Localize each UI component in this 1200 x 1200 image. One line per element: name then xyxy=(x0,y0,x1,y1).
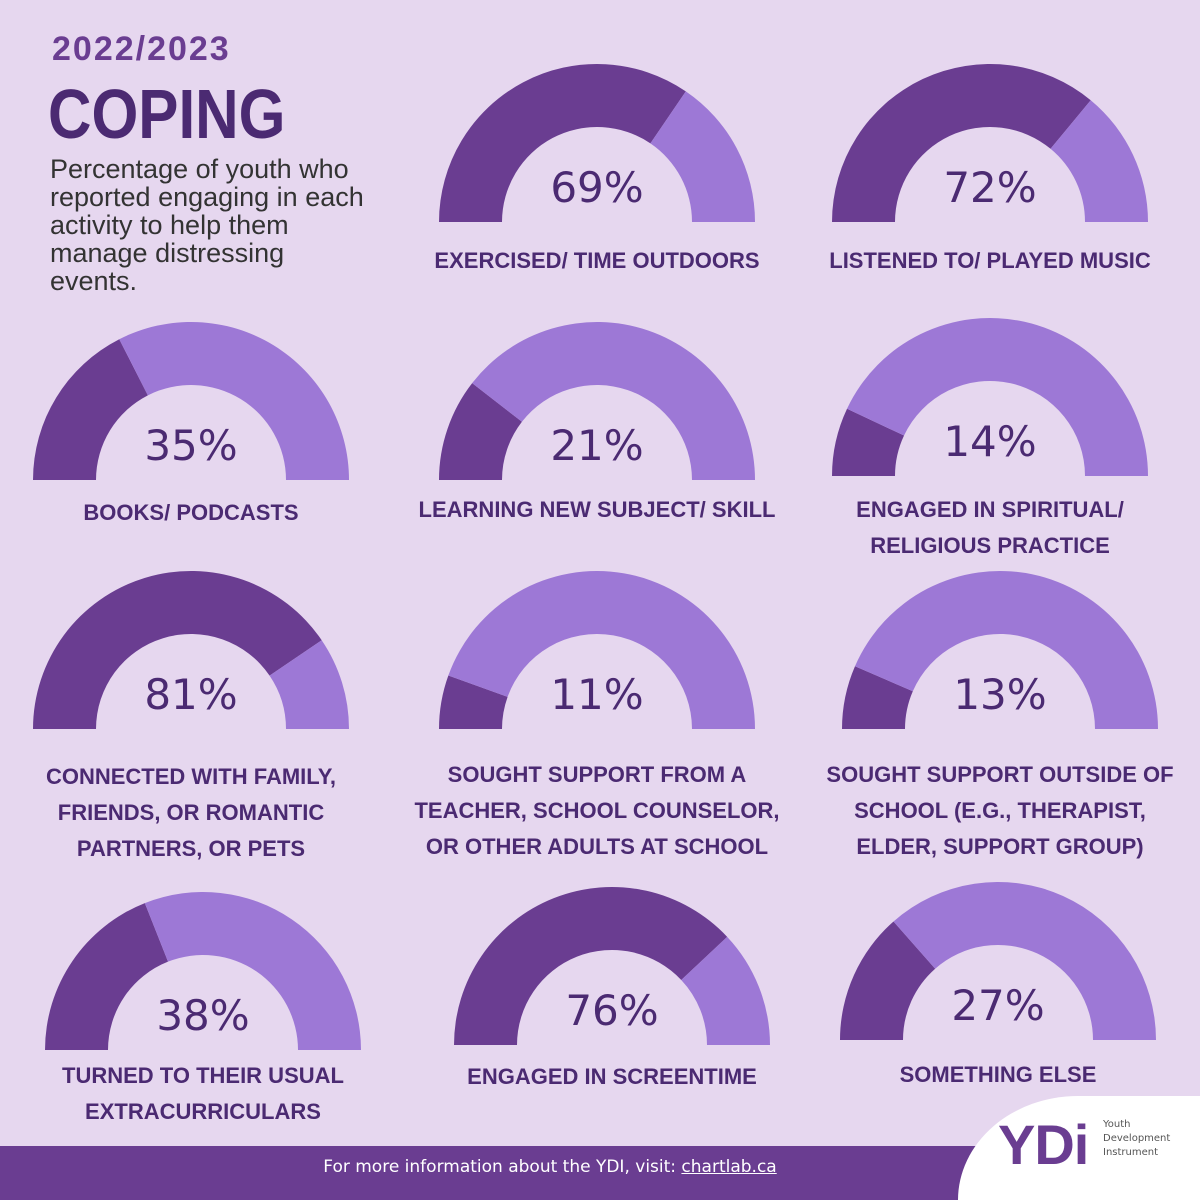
gauge-label-line: EXERCISED/ TIME OUTDOORS xyxy=(434,248,759,273)
gauge-5: 14% ENGAGED IN SPIRITUAL/RELIGIOUS PRACTI… xyxy=(832,318,1148,558)
gauge-1: 69% EXERCISED/ TIME OUTDOORS xyxy=(434,63,760,273)
gauge-percent-label: 14% xyxy=(943,417,1036,466)
gauge-7: 11% SOUGHT SUPPORT FROM A TEACHER, SCHOOL … xyxy=(414,571,780,859)
gauge-6: 81% CONNECTED WITH FAMILY, FRIENDS, OR ROM… xyxy=(33,571,349,861)
gauge-value-arc xyxy=(439,675,508,729)
gauge-remainder-arc xyxy=(893,882,1156,1040)
gauge-percent-label: 21% xyxy=(550,421,643,470)
gauge-label-line: PARTNERS, OR PETS xyxy=(77,836,305,861)
gauge-label-line: SOUGHT SUPPORT FROM A xyxy=(448,762,747,787)
gauge-remainder-arc xyxy=(472,322,755,480)
gauge-label-line: SOUGHT SUPPORT OUTSIDE OF xyxy=(826,762,1173,787)
gauge-value-arc xyxy=(439,383,522,480)
gauge-percent-label: 69% xyxy=(550,163,643,212)
gauge-category-label: LEARNING NEW SUBJECT/ SKILL xyxy=(419,497,776,522)
gauge-value-arc xyxy=(45,903,169,1050)
gauge-remainder-arc xyxy=(1050,100,1148,222)
gauge-category-label: CONNECTED WITH FAMILY, FRIENDS, OR ROMANT… xyxy=(46,764,336,861)
gauge-remainder-arc xyxy=(650,91,755,223)
gauge-category-label: SOMETHING ELSE xyxy=(900,1062,1097,1087)
gauge-11: 27% SOMETHING ELSE xyxy=(839,882,1156,1087)
page-title: COPING xyxy=(48,75,286,153)
gauge-value-arc xyxy=(33,339,148,480)
gauge-category-label: BOOKS/ PODCASTS xyxy=(83,500,298,525)
gauge-value-arc xyxy=(842,666,913,729)
logo-line-2: Development xyxy=(1103,1133,1171,1144)
gauge-label-line: FRIENDS, OR ROMANTIC xyxy=(58,800,325,825)
year-heading: 2022/2023 xyxy=(52,30,231,68)
gauge-category-label: SOUGHT SUPPORT OUTSIDE OF SCHOOL (E.G., T… xyxy=(826,762,1173,859)
gauge-value-arc xyxy=(839,921,936,1040)
footer-link[interactable]: chartlab.ca xyxy=(681,1157,777,1177)
footer-info: For more information about the YDI, visi… xyxy=(323,1157,677,1177)
gauge-percent-label: 27% xyxy=(951,981,1044,1030)
gauge-percent-label: 76% xyxy=(565,986,658,1035)
gauge-2: 72% LISTENED TO/ PLAYED MUSIC xyxy=(829,63,1151,273)
gauge-remainder-arc xyxy=(448,571,755,729)
subtitle: Percentage of youth who reported engagin… xyxy=(50,154,364,296)
gauge-label-line: LISTENED TO/ PLAYED MUSIC xyxy=(829,248,1151,273)
gauge-label-line: CONNECTED WITH FAMILY, xyxy=(46,764,336,789)
gauge-remainder-arc xyxy=(847,318,1148,476)
gauge-9: 38% TURNED TO THEIR USUAL EXTRACURRICULARS xyxy=(45,892,361,1124)
gauge-label-line: TEACHER, SCHOOL COUNSELOR, xyxy=(414,798,779,823)
gauge-percent-label: 35% xyxy=(144,421,237,470)
gauge-remainder-arc xyxy=(269,640,349,729)
logo-line-1: Youth xyxy=(1103,1119,1131,1130)
gauge-remainder-arc xyxy=(854,570,1158,729)
ydi-logo: YDi xyxy=(998,1113,1089,1176)
gauge-percent-label: 38% xyxy=(156,991,249,1040)
gauge-value-arc xyxy=(832,63,1091,222)
gauge-category-label: LISTENED TO/ PLAYED MUSIC xyxy=(829,248,1151,273)
gauge-category-label: ENGAGED IN SPIRITUAL/RELIGIOUS PRACTICE xyxy=(856,497,1124,558)
gauge-label-line: SOMETHING ELSE xyxy=(900,1062,1097,1087)
gauge-value-arc xyxy=(454,887,728,1045)
gauge-remainder-arc xyxy=(119,321,350,480)
gauge-3: 35% BOOKS/ PODCASTS xyxy=(33,321,350,525)
gauge-label-line: ENGAGED IN SPIRITUAL/ xyxy=(856,497,1124,522)
gauge-4: 21% LEARNING NEW SUBJECT/ SKILL xyxy=(419,322,776,522)
gauge-category-label: SOUGHT SUPPORT FROM A TEACHER, SCHOOL COU… xyxy=(414,762,779,859)
gauge-category-label: EXERCISED/ TIME OUTDOORS xyxy=(434,248,759,273)
gauge-category-label: ENGAGED IN SCREENTIME xyxy=(467,1064,757,1089)
gauge-remainder-arc xyxy=(681,936,770,1045)
gauge-remainder-arc xyxy=(144,892,361,1050)
gauge-label-line: BOOKS/ PODCASTS xyxy=(83,500,298,525)
gauge-value-arc xyxy=(832,408,905,476)
gauge-value-arc xyxy=(439,63,686,222)
gauge-label-line: LEARNING NEW SUBJECT/ SKILL xyxy=(419,497,776,522)
gauge-percent-label: 11% xyxy=(550,670,643,719)
gauge-percent-label: 13% xyxy=(953,670,1046,719)
gauge-category-label: TURNED TO THEIR USUAL EXTRACURRICULARS xyxy=(62,1063,344,1124)
gauge-label-line: OR OTHER ADULTS AT SCHOOL xyxy=(426,834,768,859)
gauge-label-line: TURNED TO THEIR USUAL xyxy=(62,1063,344,1088)
gauge-label-line: ENGAGED IN SCREENTIME xyxy=(467,1064,757,1089)
gauge-percent-label: 72% xyxy=(943,163,1036,212)
gauge-label-line: SCHOOL (E.G., THERAPIST, xyxy=(854,798,1146,823)
footer-text: For more information about the YDI, visi… xyxy=(0,1157,1100,1177)
gauge-8: 13% SOUGHT SUPPORT OUTSIDE OF SCHOOL (E.G.… xyxy=(826,570,1174,859)
gauge-label-line: ELDER, SUPPORT GROUP) xyxy=(856,834,1143,859)
gauge-percent-label: 81% xyxy=(144,670,237,719)
gauge-10: 76% ENGAGED IN SCREENTIME xyxy=(454,887,770,1089)
gauge-label-line: EXTRACURRICULARS xyxy=(85,1099,321,1124)
gauge-label-line: RELIGIOUS PRACTICE xyxy=(870,533,1110,558)
logo-subtitle: Youth Development Instrument xyxy=(1103,1118,1183,1160)
logo-line-3: Instrument xyxy=(1103,1147,1159,1158)
gauge-value-arc xyxy=(33,571,322,729)
